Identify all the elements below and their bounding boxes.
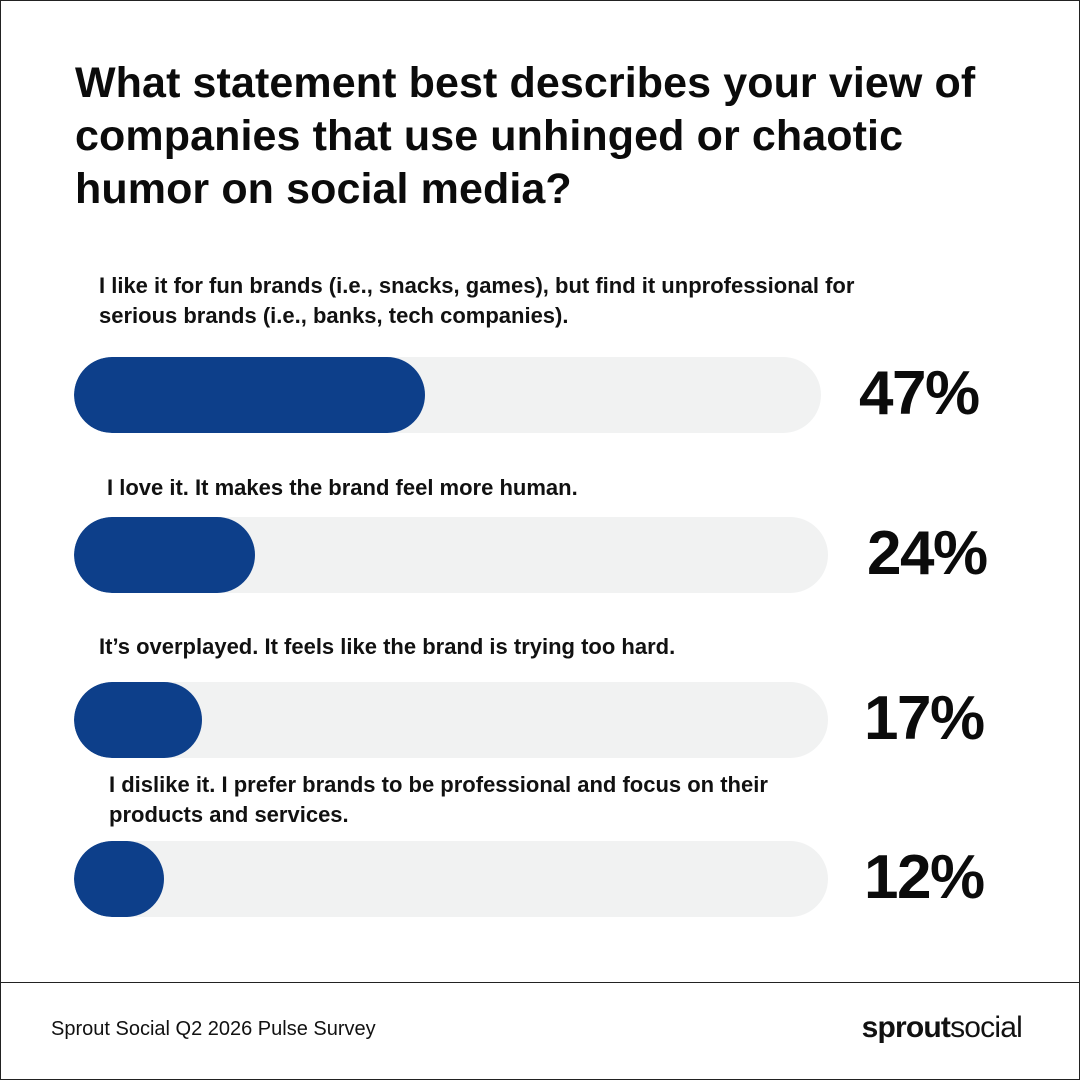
logo-word-sprout: sprout: [861, 1011, 951, 1044]
bar-value-4: 12%: [864, 843, 985, 912]
bar-track-3: [74, 682, 828, 758]
logo-word-social: social: [950, 1011, 1023, 1044]
chart-title: What statement best describes your view …: [75, 59, 976, 213]
bar-fill-4: [74, 841, 165, 917]
survey-source: Sprout Social Q2 2026 Pulse Survey: [51, 1018, 376, 1040]
bar-track-4: [74, 841, 828, 917]
bar-value-3: 17%: [864, 684, 985, 753]
bar-fill-1: [74, 357, 426, 433]
bar-fill-2: [74, 517, 255, 593]
sprout-social-logo: sproutsocial: [861, 1009, 1023, 1047]
bar-track-1: [74, 357, 821, 433]
bar-label-1: I like it for fun brands (i.e., snacks, …: [99, 273, 855, 328]
bar-value-2: 24%: [867, 519, 988, 588]
footer-divider: [1, 982, 1079, 983]
bar-label-2: I love it. It makes the brand feel more …: [107, 475, 578, 500]
bar-track-2: [74, 517, 828, 593]
bar-fill-3: [74, 682, 203, 758]
bar-label-3: It’s overplayed. It feels like the brand…: [99, 634, 676, 659]
bar-value-1: 47%: [859, 359, 980, 428]
bar-label-4: I dislike it. I prefer brands to be prof…: [109, 772, 768, 827]
